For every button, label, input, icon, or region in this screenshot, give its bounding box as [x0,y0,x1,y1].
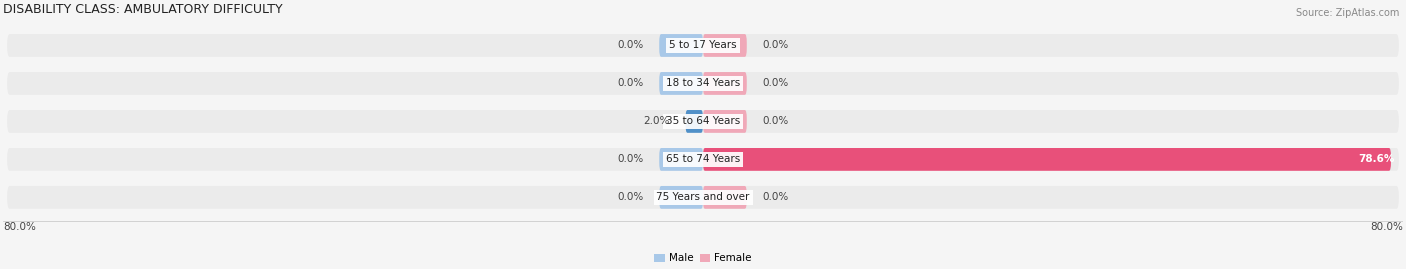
Text: 0.0%: 0.0% [762,192,789,202]
Text: 0.0%: 0.0% [762,79,789,89]
FancyBboxPatch shape [659,186,703,209]
FancyBboxPatch shape [686,110,703,133]
FancyBboxPatch shape [659,72,703,95]
Text: 80.0%: 80.0% [3,222,35,232]
Text: 0.0%: 0.0% [617,192,644,202]
FancyBboxPatch shape [659,148,703,171]
FancyBboxPatch shape [659,34,703,57]
FancyBboxPatch shape [7,34,1399,57]
Text: 0.0%: 0.0% [617,40,644,51]
Text: 0.0%: 0.0% [762,40,789,51]
FancyBboxPatch shape [7,110,1399,133]
Text: Source: ZipAtlas.com: Source: ZipAtlas.com [1295,8,1399,18]
Text: 35 to 64 Years: 35 to 64 Years [666,116,740,126]
Text: DISABILITY CLASS: AMBULATORY DIFFICULTY: DISABILITY CLASS: AMBULATORY DIFFICULTY [3,3,283,16]
Text: 18 to 34 Years: 18 to 34 Years [666,79,740,89]
FancyBboxPatch shape [703,34,747,57]
Text: 78.6%: 78.6% [1358,154,1395,164]
Text: 80.0%: 80.0% [1371,222,1403,232]
FancyBboxPatch shape [703,186,747,209]
FancyBboxPatch shape [703,148,1391,171]
Text: 0.0%: 0.0% [617,154,644,164]
FancyBboxPatch shape [7,148,1399,171]
FancyBboxPatch shape [703,110,747,133]
Legend: Male, Female: Male, Female [650,249,756,267]
Text: 65 to 74 Years: 65 to 74 Years [666,154,740,164]
FancyBboxPatch shape [7,72,1399,95]
FancyBboxPatch shape [703,72,747,95]
FancyBboxPatch shape [7,186,1399,209]
Text: 5 to 17 Years: 5 to 17 Years [669,40,737,51]
Text: 75 Years and over: 75 Years and over [657,192,749,202]
Text: 0.0%: 0.0% [617,79,644,89]
Text: 0.0%: 0.0% [762,116,789,126]
Text: 2.0%: 2.0% [644,116,669,126]
